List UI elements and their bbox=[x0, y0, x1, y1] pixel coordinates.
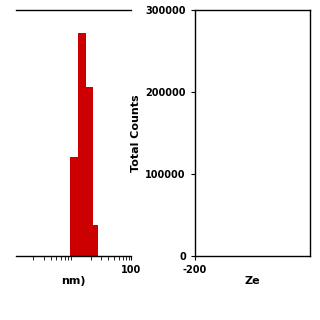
X-axis label: Ze: Ze bbox=[245, 276, 260, 286]
Y-axis label: Total Counts: Total Counts bbox=[131, 94, 141, 172]
X-axis label: nm): nm) bbox=[61, 276, 86, 286]
